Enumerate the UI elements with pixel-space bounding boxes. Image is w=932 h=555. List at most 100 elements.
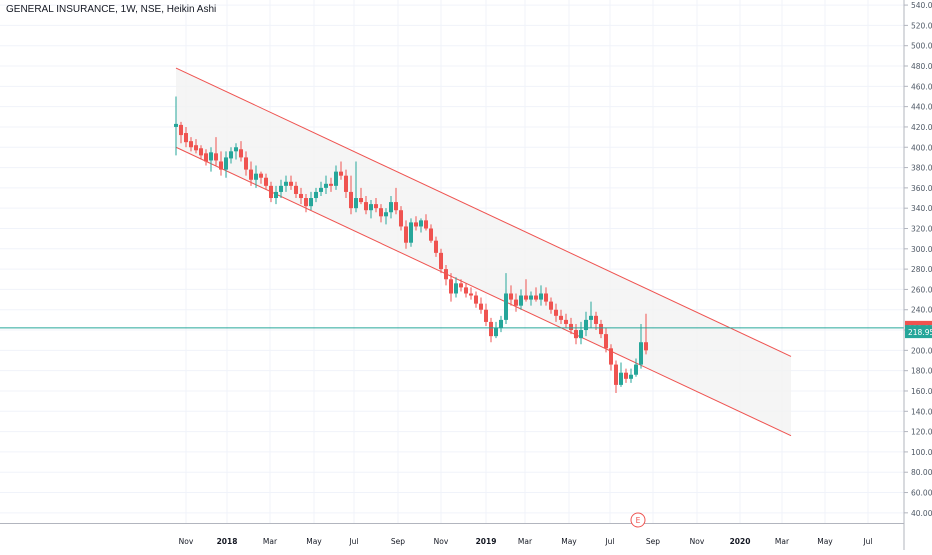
candle-body: [429, 228, 433, 241]
y-tick-label: 360.00: [911, 184, 932, 193]
x-tick-label: Mar: [518, 537, 533, 546]
candle-body: [384, 212, 388, 217]
candle: [399, 206, 403, 231]
candle: [594, 311, 598, 331]
last-price-label-bg: [905, 325, 932, 339]
candle-body: [239, 149, 243, 158]
candle: [214, 137, 218, 166]
y-tick-label: 140.00: [911, 407, 932, 416]
candle-body: [414, 222, 418, 227]
candle-body: [574, 330, 578, 339]
candle: [209, 147, 213, 172]
y-tick-label: 160.00: [911, 387, 932, 396]
candle: [299, 187, 303, 205]
candle: [184, 126, 188, 148]
candle: [459, 279, 463, 292]
candle-body: [494, 328, 498, 337]
candle-body: [244, 157, 248, 170]
candle-body: [524, 295, 528, 300]
candle: [454, 277, 458, 298]
candle: [199, 145, 203, 160]
candle: [614, 360, 618, 394]
candle-body: [549, 301, 553, 310]
y-tick-label: 260.00: [911, 285, 932, 294]
y-tick-label: 540.00: [911, 1, 932, 10]
candle: [604, 328, 608, 353]
candle-body: [604, 334, 608, 349]
y-tick-label: 40.00: [911, 509, 932, 518]
candle: [314, 187, 318, 203]
candle-body: [479, 303, 483, 310]
candle-body: [264, 177, 268, 186]
candle: [224, 151, 228, 178]
last-price-label-text: 218.95: [908, 328, 932, 337]
x-tick-label: Jul: [862, 537, 872, 546]
candle-body: [359, 198, 363, 203]
candle: [394, 187, 398, 215]
candle-body: [339, 171, 343, 176]
candle-body: [274, 191, 278, 199]
y-tick-label: 380.00: [911, 164, 932, 173]
candle: [579, 321, 583, 345]
y-tick-label: 100.00: [911, 448, 932, 457]
candle: [444, 265, 448, 286]
candle: [309, 191, 313, 211]
candle: [569, 317, 573, 335]
candle: [179, 121, 183, 144]
candle: [519, 289, 523, 310]
x-tick-label: Mar: [263, 537, 278, 546]
candle: [364, 195, 368, 215]
x-tick-label: Mar: [775, 537, 790, 546]
candle: [279, 179, 283, 199]
candle: [469, 287, 473, 300]
candle: [244, 151, 248, 176]
candle: [549, 297, 553, 314]
x-tick-label: Nov: [690, 537, 705, 546]
candle-body: [319, 187, 323, 192]
candle-body: [534, 295, 538, 300]
candle-body: [349, 191, 353, 209]
candle: [429, 224, 433, 243]
candle-body: [259, 173, 263, 178]
candle-body: [644, 342, 648, 351]
candle: [424, 214, 428, 231]
candle: [529, 291, 533, 306]
candle: [259, 171, 263, 184]
y-tick-label: 460.00: [911, 82, 932, 91]
candle: [284, 175, 288, 192]
candle-body: [184, 133, 188, 143]
candle-body: [454, 283, 458, 294]
candle-body: [324, 183, 328, 188]
candle-body: [639, 342, 643, 365]
candle-body: [174, 123, 178, 127]
candle: [449, 273, 453, 302]
candle: [634, 358, 638, 377]
channel-upper-line: [175, 67, 792, 357]
candle-body: [229, 151, 233, 159]
symbol-title: GENERAL INSURANCE, 1W, NSE, Heikin Ashi: [6, 4, 217, 15]
candles: [174, 96, 648, 394]
candle: [404, 220, 408, 249]
candle-body: [619, 372, 623, 385]
candle: [269, 181, 273, 203]
candle-body: [504, 293, 508, 320]
y-tick-label: 500.00: [911, 42, 932, 51]
candle: [204, 149, 208, 166]
candle-body: [509, 293, 513, 300]
candle: [389, 195, 393, 219]
candle: [194, 139, 198, 154]
candle-body: [194, 145, 198, 151]
candle-body: [529, 295, 533, 300]
candle-body: [544, 293, 548, 302]
candle-body: [554, 309, 558, 316]
x-tick-label: Jul: [604, 537, 614, 546]
candle: [374, 198, 378, 213]
candle-body: [514, 299, 518, 306]
candle-body: [539, 293, 543, 300]
candle-body: [614, 364, 618, 385]
candle-body: [459, 283, 463, 288]
candle-body: [629, 374, 633, 379]
candle: [564, 313, 568, 329]
